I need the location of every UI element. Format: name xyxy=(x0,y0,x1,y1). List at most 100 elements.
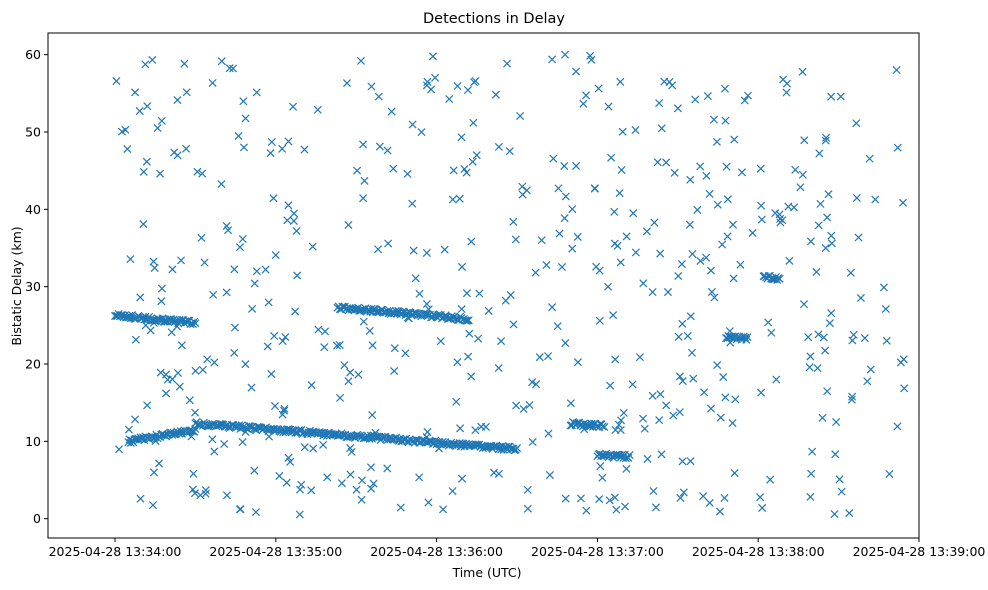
data-point xyxy=(471,76,480,85)
data-point xyxy=(689,374,698,383)
data-point xyxy=(650,218,659,227)
data-point xyxy=(847,395,856,404)
data-point xyxy=(511,235,520,244)
data-point xyxy=(489,468,499,477)
data-point xyxy=(610,493,619,502)
data-point-track-12km xyxy=(230,422,239,431)
data-point xyxy=(611,355,620,364)
data-point xyxy=(390,366,399,376)
data-point xyxy=(439,505,448,514)
data-point xyxy=(675,408,684,417)
data-point xyxy=(153,124,162,133)
data-point xyxy=(460,164,469,174)
data-point xyxy=(284,137,293,146)
data-point xyxy=(267,369,276,379)
data-point xyxy=(424,498,433,507)
data-point xyxy=(278,144,287,153)
data-point xyxy=(314,325,323,334)
data-point xyxy=(291,307,300,316)
data-point xyxy=(295,510,304,519)
data-point xyxy=(238,437,247,447)
data-point xyxy=(532,380,541,389)
data-point xyxy=(716,413,725,422)
data-point xyxy=(290,209,299,218)
data-point xyxy=(594,84,603,93)
data-point xyxy=(582,506,591,515)
data-point xyxy=(835,475,844,484)
data-point xyxy=(846,268,855,277)
data-point-track-26km xyxy=(125,311,134,320)
data-point xyxy=(229,64,238,73)
data-point xyxy=(687,348,697,357)
data-point xyxy=(893,143,902,152)
data-point xyxy=(270,401,280,411)
data-point-track-12km xyxy=(512,444,522,453)
data-point xyxy=(757,201,766,210)
data-point xyxy=(679,488,688,497)
data-point-track-26km xyxy=(191,319,200,328)
data-point xyxy=(187,432,196,441)
data-point xyxy=(821,244,830,253)
data-point xyxy=(236,505,245,514)
data-point xyxy=(572,161,581,170)
data-point xyxy=(831,450,840,459)
data-point xyxy=(685,220,694,229)
data-point xyxy=(560,162,569,171)
data-point xyxy=(292,226,301,236)
data-point xyxy=(175,382,184,391)
data-point xyxy=(756,493,765,502)
data-point xyxy=(806,492,815,501)
y-axis: 0 10 20 30 40 50 60 xyxy=(25,47,48,526)
data-point xyxy=(491,90,500,99)
data-point xyxy=(415,289,424,298)
data-point xyxy=(150,263,159,272)
data-point xyxy=(455,194,464,203)
data-point xyxy=(709,115,719,124)
data-point xyxy=(408,199,417,208)
data-point xyxy=(481,422,490,431)
data-point xyxy=(848,392,857,401)
y-tick-label: 10 xyxy=(25,434,41,449)
data-point xyxy=(427,85,436,94)
data-point xyxy=(374,92,383,101)
data-point xyxy=(730,135,739,144)
data-point xyxy=(827,309,836,318)
data-point xyxy=(189,469,198,478)
data-point xyxy=(357,495,366,504)
data-point xyxy=(544,352,553,361)
data-point xyxy=(448,487,457,496)
data-point xyxy=(518,190,527,199)
data-point xyxy=(335,341,344,350)
data-point xyxy=(815,149,824,158)
data-point xyxy=(609,311,618,320)
data-point xyxy=(611,425,620,435)
data-point xyxy=(250,279,259,288)
data-point xyxy=(321,327,330,336)
data-point xyxy=(720,84,729,93)
data-point xyxy=(799,300,809,309)
data-point xyxy=(610,207,619,216)
data-point xyxy=(436,337,445,346)
data-point xyxy=(210,358,219,367)
data-point xyxy=(549,154,558,163)
data-point xyxy=(605,496,614,505)
data-point xyxy=(723,232,732,241)
data-point xyxy=(898,198,908,207)
data-point xyxy=(737,168,746,177)
data-point xyxy=(871,195,880,204)
data-point xyxy=(146,326,155,335)
data-point xyxy=(182,88,191,97)
data-point xyxy=(208,78,217,88)
data-point xyxy=(523,485,532,494)
data-point xyxy=(191,408,200,417)
data-point xyxy=(832,418,841,427)
data-point xyxy=(201,489,210,498)
data-point xyxy=(131,88,140,97)
data-point xyxy=(284,201,293,210)
data-point xyxy=(806,237,815,246)
data-point xyxy=(723,195,732,204)
data-point xyxy=(648,391,657,400)
data-point xyxy=(383,464,392,473)
data-point xyxy=(566,399,575,408)
data-point xyxy=(263,342,272,351)
